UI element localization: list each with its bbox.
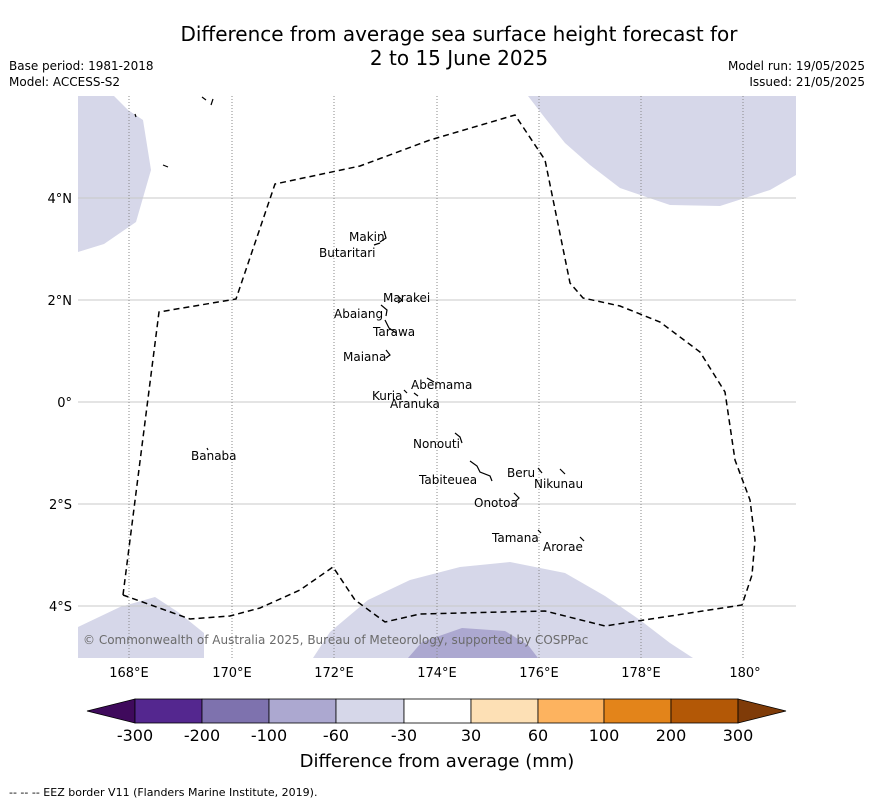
eez-footnote: -- -- -- EEZ border V11 (Flanders Marine… <box>9 786 318 799</box>
map-plot: Makin Butaritari Marakei Abaiang Tarawa … <box>78 96 796 658</box>
islands <box>134 96 585 542</box>
place-label: Tabiteuea <box>418 473 477 487</box>
lon-gridlines <box>128 96 744 658</box>
island-makin-shape <box>379 230 387 243</box>
lon-label: 180° <box>729 666 760 681</box>
place-label: Nonouti <box>413 437 460 451</box>
island-kuria-shape <box>403 389 408 394</box>
island-beru-shape <box>537 467 543 474</box>
lon-label: 176°E <box>519 666 559 681</box>
lon-label: 172°E <box>314 666 354 681</box>
island-onotoa-shape <box>513 492 520 502</box>
colorbar-swatch <box>470 698 539 724</box>
place-label: Abaiang <box>334 307 383 321</box>
place-labels: Makin Butaritari Marakei Abaiang Tarawa … <box>191 230 583 554</box>
lat-label: 4°N <box>48 192 73 207</box>
colorbar-tick: -60 <box>323 726 349 745</box>
island-abemama-shape <box>426 377 435 383</box>
base-period: Base period: 1981-2018 <box>9 59 154 73</box>
place-label: Beru <box>507 466 535 480</box>
model-name: Model: ACCESS-S2 <box>9 75 121 89</box>
island-nonouti-shape <box>454 432 463 444</box>
place-label: Arorae <box>543 540 583 554</box>
island-tamana-shape <box>537 529 542 534</box>
colorbar-swatch <box>537 698 605 724</box>
place-label: Makin <box>349 230 385 244</box>
lon-label: 178°E <box>621 666 661 681</box>
island-nw-b-shape <box>210 98 214 106</box>
colorbar <box>86 698 787 724</box>
island-marakei-shape <box>397 295 403 304</box>
place-label: Banaba <box>191 449 237 463</box>
colorbar-tick: 300 <box>723 726 754 745</box>
copyright-notice: © Commonwealth of Australia 2025, Bureau… <box>83 633 588 647</box>
model-run: Model run: 19/05/2025 <box>727 59 865 73</box>
colorbar-tick: -300 <box>117 726 153 745</box>
meta-left: Base period: 1981-2018 Model: ACCESS-S2 <box>9 58 154 90</box>
island-aranuka-shape <box>413 392 419 397</box>
place-label: Maiana <box>343 350 386 364</box>
lat-label: 2°N <box>48 294 73 309</box>
colorbar-label: Difference from average (mm) <box>300 751 575 772</box>
place-label: Abemama <box>411 378 472 392</box>
colorbar-tick: -30 <box>391 726 417 745</box>
anomaly-region-nw <box>78 96 151 252</box>
lat-label: 2°S <box>49 498 72 513</box>
lon-label: 170°E <box>212 666 252 681</box>
anomaly-region-s <box>313 562 693 658</box>
place-label: Kuria <box>372 389 403 403</box>
island-nw-c-shape <box>134 113 137 118</box>
anomaly-region-ne <box>528 96 796 206</box>
title-line-1: Difference from average sea surface heig… <box>180 22 738 46</box>
island-tabiteuea-shape <box>469 460 493 482</box>
place-label: Nikunau <box>534 477 583 491</box>
colorbar-ticks: -300 -200 -100 -60 -30 30 60 100 200 300 <box>117 726 753 745</box>
island-nw-d-shape <box>162 164 169 168</box>
lat-axis-labels: 4°N 2°N 0° 2°S 4°S <box>48 192 73 615</box>
colorbar-extend-low <box>86 698 136 724</box>
colorbar-tick: -100 <box>251 726 287 745</box>
colorbar-tick: 30 <box>461 726 481 745</box>
colorbar-extend-high <box>737 698 787 724</box>
place-label: Tarawa <box>372 325 415 339</box>
place-label: Butaritari <box>319 246 376 260</box>
colorbar-swatch <box>670 698 739 724</box>
colorbar-swatch <box>268 698 337 724</box>
lon-label: 174°E <box>417 666 457 681</box>
lat-label: 4°S <box>49 600 72 615</box>
island-tarawa-shape <box>384 319 397 334</box>
island-abaiang-shape <box>380 304 388 317</box>
island-banaba-shape <box>206 447 209 451</box>
island-nw-a-shape <box>201 96 207 101</box>
anomaly-region-s-strong <box>408 628 538 658</box>
island-butaritari-shape <box>373 242 381 246</box>
lon-label: 168°E <box>109 666 149 681</box>
colorbar-tick: -200 <box>184 726 220 745</box>
colorbar-swatch <box>603 698 672 724</box>
colorbar-tick: 100 <box>589 726 620 745</box>
issued-date: Issued: 21/05/2025 <box>749 75 865 89</box>
place-label: Onotoa <box>474 496 518 510</box>
colorbar-swatch <box>134 698 203 724</box>
place-label: Tamana <box>491 531 539 545</box>
island-arorae-shape <box>579 536 585 542</box>
eez-border <box>122 114 756 627</box>
lat-label: 0° <box>57 396 72 411</box>
chart-title: Difference from average sea surface heig… <box>0 22 873 70</box>
island-maiana-shape <box>385 349 391 359</box>
colorbar-tick: 60 <box>528 726 548 745</box>
colorbar-tick: 200 <box>656 726 687 745</box>
colorbar-swatch <box>403 698 472 724</box>
lon-axis-labels: 168°E 170°E 172°E 174°E 176°E 178°E 180° <box>109 666 760 681</box>
island-nikunau-shape <box>559 468 566 475</box>
colorbar-swatch <box>201 698 270 724</box>
colorbar-swatch <box>335 698 405 724</box>
place-label: Marakei <box>383 291 430 305</box>
place-label: Aranuka <box>390 397 440 411</box>
title-line-2: 2 to 15 June 2025 <box>369 46 549 70</box>
meta-right: Model run: 19/05/2025 Issued: 21/05/2025 <box>728 58 865 90</box>
